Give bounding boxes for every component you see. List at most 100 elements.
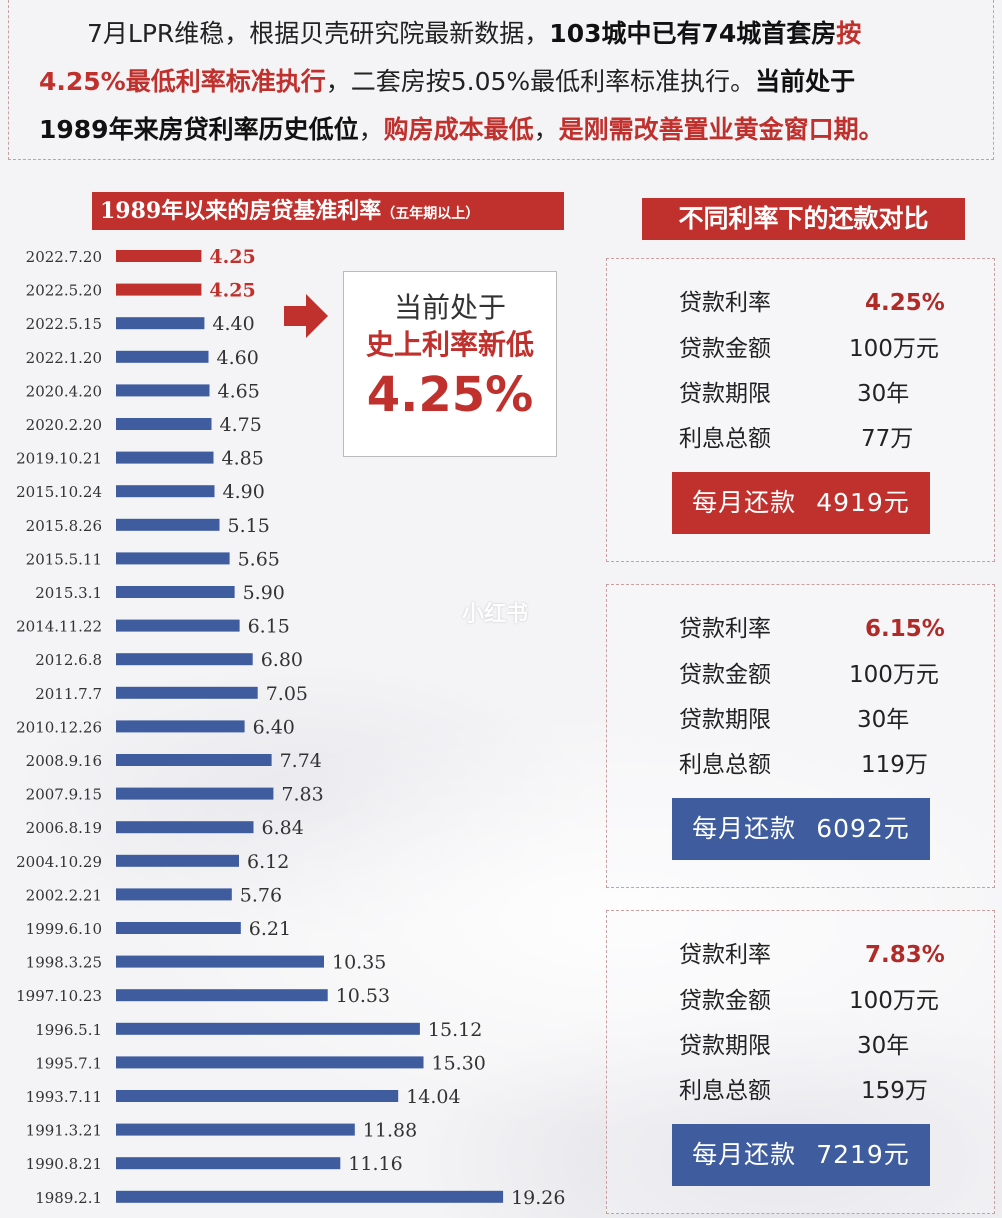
- pay-label: 每月还款: [692, 814, 797, 843]
- interest-value: 77万: [861, 426, 914, 452]
- category-label: 2022.5.20: [26, 282, 102, 300]
- category-label: 2012.6.8: [35, 651, 102, 669]
- term-value: 30年: [857, 381, 910, 407]
- category-label: 1991.3.21: [26, 1122, 102, 1140]
- bar: [116, 653, 253, 666]
- bar: [116, 922, 241, 934]
- interest-label: 利息总额: [679, 426, 771, 452]
- amount-label: 贷款金额: [679, 336, 771, 362]
- category-label: 2022.7.20: [26, 248, 102, 266]
- card-row-rate: 贷款利率 6.15%: [679, 609, 979, 649]
- value-label: 14.04: [406, 1086, 460, 1108]
- intro-highlight-cost: 购房成本最低: [383, 115, 534, 144]
- value-label: 7.83: [281, 784, 323, 806]
- chart-title: 1989年以来的房贷基准利率（五年期以上）: [92, 192, 564, 230]
- card-row-term: 贷款期限 30年: [679, 1026, 979, 1066]
- bar: [116, 418, 212, 430]
- bar: [116, 686, 258, 699]
- bar: [116, 586, 235, 598]
- bar: [116, 283, 202, 296]
- pay-label: 每月还款: [692, 488, 797, 517]
- compare-card-2: 贷款利率 6.15% 贷款金额 100万元 贷款期限 30年 利息总额 119万 每月还…: [606, 584, 995, 888]
- intro-text-1: 7月LPR维稳，根据贝壳研究院最新数据，: [87, 19, 550, 48]
- value-label: 6.12: [247, 851, 289, 873]
- amount-label: 贷款金额: [679, 988, 771, 1014]
- value-label: 4.40: [212, 313, 254, 335]
- category-label: 2015.8.26: [26, 517, 102, 535]
- value-label: 4.90: [223, 481, 265, 503]
- bar: [116, 955, 324, 968]
- value-label: 6.15: [248, 616, 290, 638]
- bar: [116, 1022, 420, 1035]
- bar: [116, 754, 272, 766]
- watermark-text: 小红书: [462, 602, 529, 627]
- amount-label: 贷款金额: [679, 662, 771, 688]
- chart-title-main: 1989年以来的房贷基准利率: [100, 198, 382, 224]
- value-label: 5.15: [228, 515, 270, 537]
- interest-label: 利息总额: [679, 1078, 771, 1104]
- value-label: 4.25: [209, 280, 255, 302]
- card-row-rate: 贷款利率 4.25%: [679, 283, 979, 323]
- value-label: 6.21: [249, 918, 291, 940]
- bar: [116, 821, 254, 834]
- right-arrow-icon: [284, 294, 328, 338]
- category-label: 1997.10.23: [16, 987, 102, 1005]
- intro-highlight-window: 是刚需改善置业黄金窗口期。: [558, 115, 884, 144]
- category-label: 2022.1.20: [26, 349, 102, 367]
- term-label: 贷款期限: [679, 1033, 771, 1059]
- bar: [116, 1157, 341, 1170]
- monthly-payment-badge: 每月还款 6092元: [672, 798, 930, 860]
- category-label: 2010.12.26: [16, 718, 102, 736]
- term-value: 30年: [857, 1033, 910, 1059]
- category-label: 2015.5.11: [26, 550, 102, 568]
- category-label: 2015.3.1: [35, 584, 102, 602]
- value-label: 6.80: [261, 649, 303, 671]
- bar: [116, 552, 230, 565]
- card-row-amount: 贷款金额 100万元: [679, 655, 979, 695]
- card-row-amount: 贷款金额 100万元: [679, 981, 979, 1021]
- category-label: 1993.7.11: [26, 1088, 102, 1106]
- bar: [116, 451, 214, 464]
- category-label: 2004.10.29: [16, 853, 102, 871]
- rate-label: 贷款利率: [679, 942, 771, 968]
- current-rate-callout: 当前处于 史上利率新低 4.25%: [343, 271, 557, 457]
- rate-label: 贷款利率: [679, 290, 771, 316]
- pay-label: 每月还款: [692, 1140, 797, 1169]
- rate-value: 6.15%: [865, 616, 945, 642]
- bar: [116, 384, 210, 397]
- category-label: 1989.2.1: [35, 1189, 102, 1207]
- interest-value: 159万: [861, 1078, 928, 1104]
- value-label: 7.05: [266, 683, 308, 705]
- card-row-interest: 利息总额 77万: [679, 419, 979, 459]
- category-label: 2011.7.7: [35, 685, 102, 703]
- compare-title: 不同利率下的还款对比: [642, 198, 965, 240]
- bar: [116, 250, 202, 262]
- intro-text-2: ，二套房按5.05%最低利率标准执行。: [325, 67, 756, 96]
- category-label: 1998.3.25: [26, 954, 102, 972]
- value-label: 4.25: [209, 246, 255, 268]
- bar: [116, 317, 205, 330]
- category-label: 2020.2.20: [26, 416, 102, 434]
- interest-label: 利息总额: [679, 752, 771, 778]
- value-label: 6.40: [253, 716, 295, 738]
- bar: [116, 720, 245, 733]
- value-label: 4.75: [220, 414, 262, 436]
- value-label: 15.30: [432, 1052, 486, 1074]
- category-label: 1996.5.1: [35, 1021, 102, 1039]
- value-label: 10.35: [332, 952, 386, 974]
- card-row-term: 贷款期限 30年: [679, 700, 979, 740]
- amount-value: 100万元: [849, 988, 939, 1014]
- chart-title-sub: （五年期以上）: [381, 206, 480, 222]
- term-label: 贷款期限: [679, 707, 771, 733]
- bar: [116, 1123, 355, 1136]
- value-label: 4.85: [222, 448, 264, 470]
- bar: [116, 518, 220, 531]
- card-row-interest: 利息总额 159万: [679, 1071, 979, 1111]
- pay-value: 7219元: [816, 1140, 910, 1169]
- intro-highlight-rate: 4.25%最低利率标准执行: [39, 67, 326, 96]
- interest-value: 119万: [861, 752, 928, 778]
- category-label: 1990.8.21: [26, 1155, 102, 1173]
- callout-rate: 4.25%: [366, 367, 534, 423]
- bar: [116, 787, 274, 800]
- value-label: 5.76: [240, 884, 282, 906]
